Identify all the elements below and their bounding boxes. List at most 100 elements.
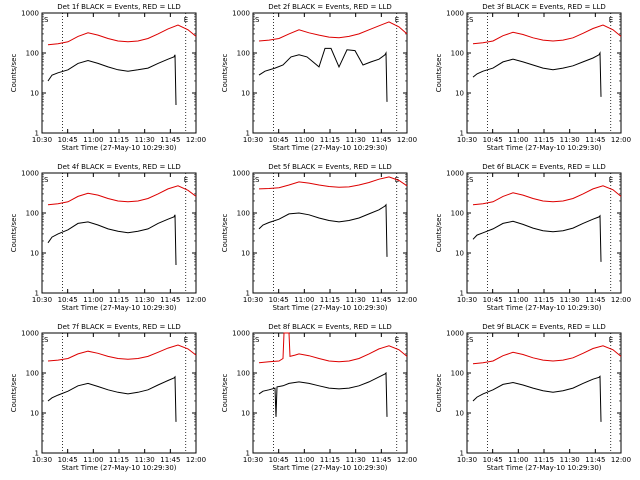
x-tick-label: 11:45 xyxy=(160,136,180,144)
events-series-line xyxy=(258,371,388,417)
x-tick-label: 11:45 xyxy=(585,296,605,304)
x-tick-label: 11:00 xyxy=(294,296,314,304)
x-tick-label: 10:30 xyxy=(457,296,477,304)
y-tick-label: 10 xyxy=(455,250,464,258)
start-marker: S xyxy=(44,16,49,24)
x-tick-label: 11:15 xyxy=(109,456,129,464)
x-tick-label: 11:00 xyxy=(83,296,103,304)
x-tick-label: 10:30 xyxy=(32,456,52,464)
y-tick-label: 1 xyxy=(246,450,250,458)
x-axis-label: Start Time (27-May-10 10:29:30) xyxy=(486,144,601,152)
y-tick-label: 10 xyxy=(455,410,464,418)
x-tick-label: 11:45 xyxy=(371,456,391,464)
x-tick-label: 11:30 xyxy=(135,456,155,464)
x-axis-label: Start Time (27-May-10 10:29:30) xyxy=(486,304,601,312)
events-series-line xyxy=(47,375,177,422)
start-marker: S xyxy=(469,336,474,344)
x-tick-label: 10:30 xyxy=(243,456,263,464)
y-tick-label: 1 xyxy=(35,290,39,298)
events-series-line xyxy=(47,54,177,106)
lld-series-line xyxy=(472,24,622,45)
y-tick-label: 1 xyxy=(460,290,464,298)
y-tick-label: 10 xyxy=(241,250,250,258)
plot-frame xyxy=(252,172,408,294)
chart-panel-2: Det 2f BLACK = Events, RED = LLD 1 10 100 10… xyxy=(221,3,417,152)
lld-series-line xyxy=(47,344,197,362)
start-marker: S xyxy=(44,176,49,184)
chart-title: Det 3f BLACK = Events, RED = LLD xyxy=(482,3,605,11)
end-marker: E xyxy=(184,336,188,344)
x-axis-label: Start Time (27-May-10 10:29:30) xyxy=(272,144,387,152)
lld-series-line xyxy=(258,21,408,42)
x-tick-label: 10:30 xyxy=(32,136,52,144)
plot-frame xyxy=(466,12,622,134)
x-tick-label: 11:15 xyxy=(320,136,340,144)
x-tick-label: 11:30 xyxy=(346,456,366,464)
start-marker: S xyxy=(469,176,474,184)
chart-panel-6: Det 6f BLACK = Events, RED = LLD 1 10 100 10… xyxy=(435,163,631,312)
x-tick-label: 11:15 xyxy=(534,296,554,304)
x-tick-label: 11:45 xyxy=(160,296,180,304)
events-series-line xyxy=(472,214,602,262)
y-tick-label: 1000 xyxy=(21,10,39,18)
end-marker: E xyxy=(184,176,188,184)
y-axis-label: Counts/sec xyxy=(221,214,229,253)
y-tick-label: 10 xyxy=(30,410,39,418)
y-tick-label: 100 xyxy=(451,50,464,58)
y-tick-label: 100 xyxy=(26,370,39,378)
chart-panel-9: Det 9f BLACK = Events, RED = LLD 1 10 100 10… xyxy=(435,323,631,472)
x-tick-label: 12:00 xyxy=(186,456,206,464)
x-tick-label: 10:45 xyxy=(483,456,503,464)
x-tick-label: 11:00 xyxy=(294,456,314,464)
y-tick-label: 1 xyxy=(460,130,464,138)
x-tick-label: 10:45 xyxy=(58,456,78,464)
y-tick-label: 1000 xyxy=(232,170,250,178)
x-tick-label: 11:15 xyxy=(534,456,554,464)
start-marker: S xyxy=(469,16,474,24)
x-axis-label: Start Time (27-May-10 10:29:30) xyxy=(486,464,601,472)
end-marker: E xyxy=(609,16,613,24)
chart-title: Det 1f BLACK = Events, RED = LLD xyxy=(57,3,180,11)
x-tick-label: 11:45 xyxy=(371,296,391,304)
x-tick-label: 10:45 xyxy=(58,136,78,144)
x-axis-label: Start Time (27-May-10 10:29:30) xyxy=(61,144,176,152)
x-axis-label: Start Time (27-May-10 10:29:30) xyxy=(61,304,176,312)
end-marker: E xyxy=(609,176,613,184)
y-tick-label: 1 xyxy=(35,450,39,458)
y-axis-label: Counts/sec xyxy=(10,54,18,93)
x-tick-label: 11:30 xyxy=(135,136,155,144)
chart-panel-8: Det 8f BLACK = Events, RED = LLD 1 10 100 10… xyxy=(221,323,417,472)
x-tick-label: 11:30 xyxy=(560,296,580,304)
x-tick-label: 11:15 xyxy=(320,456,340,464)
y-axis-label: Counts/sec xyxy=(435,54,443,93)
y-tick-label: 100 xyxy=(237,210,250,218)
end-marker: E xyxy=(609,336,613,344)
x-tick-label: 11:15 xyxy=(109,136,129,144)
y-tick-label: 1000 xyxy=(232,330,250,338)
x-tick-label: 11:15 xyxy=(534,136,554,144)
end-marker: E xyxy=(395,336,399,344)
y-tick-label: 100 xyxy=(237,50,250,58)
x-tick-label: 10:45 xyxy=(269,456,289,464)
chart-panel-1: Det 1f BLACK = Events, RED = LLD 1 10 100 10… xyxy=(10,3,206,152)
end-marker: E xyxy=(184,16,188,24)
start-marker: S xyxy=(44,336,49,344)
x-tick-label: 10:45 xyxy=(483,136,503,144)
x-tick-label: 11:15 xyxy=(109,296,129,304)
x-tick-label: 11:00 xyxy=(294,136,314,144)
plot-frame xyxy=(41,332,197,454)
lld-series-line xyxy=(472,185,622,206)
plot-frame xyxy=(252,12,408,134)
x-tick-label: 11:30 xyxy=(346,136,366,144)
x-tick-label: 11:45 xyxy=(585,136,605,144)
x-tick-label: 12:00 xyxy=(611,136,631,144)
y-axis-label: Counts/sec xyxy=(10,214,18,253)
y-tick-label: 1 xyxy=(460,450,464,458)
lld-series-line xyxy=(47,185,197,206)
x-tick-label: 11:30 xyxy=(135,296,155,304)
y-tick-label: 10 xyxy=(241,410,250,418)
chart-panel-7: Det 7f BLACK = Events, RED = LLD 1 10 100 10… xyxy=(10,323,206,472)
chart-title: Det 5f BLACK = Events, RED = LLD xyxy=(268,163,391,171)
y-tick-label: 1 xyxy=(35,130,39,138)
y-tick-label: 10 xyxy=(455,90,464,98)
